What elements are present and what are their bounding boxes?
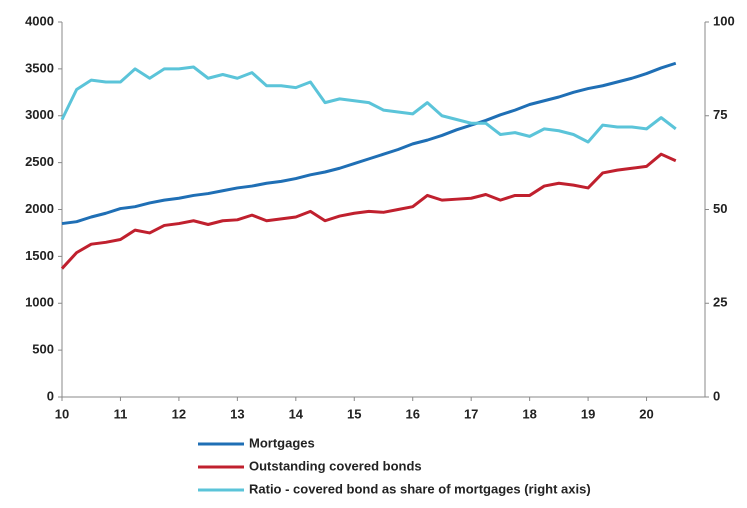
- x-tick-label: 10: [55, 406, 69, 421]
- y-tick-label: 2000: [25, 201, 54, 216]
- series-line: [61, 61, 677, 226]
- y-tick-label: 3500: [25, 60, 54, 75]
- y2-tick-label: 50: [713, 201, 727, 216]
- x-tick-label: 11: [114, 406, 128, 421]
- x-tick-label: 15: [347, 406, 361, 421]
- y2-tick-label: 75: [713, 107, 727, 122]
- y2-tick-label: 25: [713, 295, 727, 310]
- legend-label: Mortgages: [249, 435, 315, 450]
- x-tick-label: 12: [172, 406, 186, 421]
- y2-tick-label: 100: [713, 13, 735, 28]
- x-tick-label: 14: [289, 406, 304, 421]
- x-tick-label: 20: [639, 406, 653, 421]
- y-tick-label: 1000: [25, 295, 54, 310]
- y-tick-label: 1500: [25, 248, 54, 263]
- series-line: [60, 65, 677, 144]
- series-line: [60, 152, 677, 270]
- x-tick-label: 17: [464, 406, 478, 421]
- x-tick-label: 16: [405, 406, 419, 421]
- x-tick-label: 18: [522, 406, 536, 421]
- y-tick-label: 4000: [25, 13, 54, 28]
- y-tick-label: 3000: [25, 107, 54, 122]
- legend-label: Outstanding covered bonds: [249, 458, 422, 473]
- x-tick-label: 19: [581, 406, 595, 421]
- y-tick-label: 500: [32, 342, 54, 357]
- legend-label: Ratio - covered bond as share of mortgag…: [249, 481, 591, 496]
- y-tick-label: 2500: [25, 154, 54, 169]
- y-tick-label: 0: [47, 388, 54, 403]
- y2-tick-label: 0: [713, 388, 720, 403]
- x-tick-label: 13: [230, 406, 244, 421]
